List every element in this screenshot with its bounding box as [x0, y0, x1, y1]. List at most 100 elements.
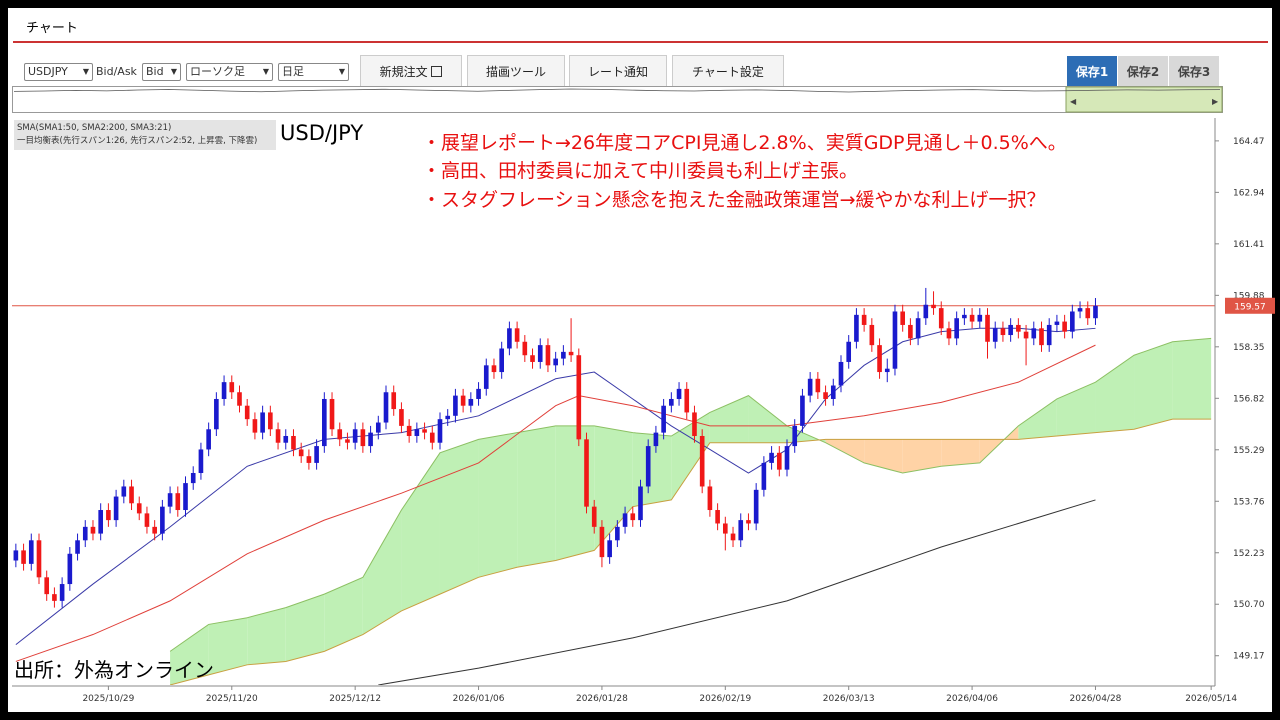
candle-body	[1085, 308, 1091, 319]
candle-body	[160, 506, 165, 534]
candle-body	[761, 462, 767, 490]
candle-body	[884, 368, 890, 373]
candle-body	[530, 355, 535, 362]
candle-body	[406, 425, 412, 436]
candle-body	[113, 496, 119, 521]
candle-body	[52, 594, 57, 601]
candle-body	[152, 526, 157, 534]
candle-body	[669, 398, 674, 406]
cloud-segment	[170, 624, 209, 685]
candle-body	[861, 314, 867, 325]
candle-body	[1016, 324, 1021, 332]
y-tick-label: 153.76	[1233, 497, 1265, 507]
y-tick-label: 150.70	[1233, 600, 1265, 610]
x-tick-label: 2026/04/06	[946, 694, 998, 704]
candle-body	[915, 318, 921, 339]
symbol-select[interactable]: USDJPY	[24, 63, 93, 81]
candle-body	[537, 345, 543, 362]
header-rule	[13, 41, 1268, 43]
x-tick-label: 2026/03/13	[823, 694, 875, 704]
candle-body	[36, 540, 42, 578]
x-tick-label: 2025/10/29	[82, 694, 134, 704]
x-tick-label: 2025/11/20	[206, 694, 258, 704]
candle-body	[214, 398, 219, 430]
candle-body	[445, 415, 451, 420]
candle-body	[190, 473, 196, 484]
candle-body	[815, 378, 821, 393]
candle-body	[576, 355, 582, 440]
candle-body	[699, 435, 705, 487]
candle-body	[692, 412, 697, 436]
cloud-segment	[208, 617, 248, 675]
candle-body	[329, 398, 335, 430]
candle-body	[28, 540, 34, 564]
chart-settings-button[interactable]: チャート設定	[672, 55, 784, 89]
candle-body	[499, 348, 504, 373]
cloud-segment	[285, 594, 325, 662]
interval-select[interactable]: 日足	[278, 63, 349, 81]
plot-area	[12, 118, 1215, 685]
candle-body	[746, 520, 751, 524]
candle-body	[807, 378, 813, 396]
candle-body	[769, 452, 774, 463]
candle-body	[167, 493, 173, 507]
candle-body	[244, 405, 250, 420]
candle-body	[352, 429, 358, 443]
rate-alert-button[interactable]: レート通知	[569, 55, 667, 89]
candle-body	[206, 429, 211, 450]
cloud-segment	[709, 395, 749, 443]
candle-body	[938, 308, 944, 329]
y-tick-label: 164.47	[1233, 137, 1265, 147]
save-tab[interactable]: 保存2	[1118, 56, 1168, 88]
x-tick-label: 2025/12/12	[329, 694, 381, 704]
candle-body	[59, 584, 65, 601]
candle-body	[622, 513, 628, 527]
save-tab[interactable]: 保存1	[1067, 56, 1117, 88]
candle-body	[792, 425, 798, 447]
cloud-segment	[594, 425, 633, 551]
candle-body	[375, 422, 381, 433]
candle-body	[753, 489, 759, 524]
candle-body	[1008, 324, 1013, 336]
cloud-segment	[247, 607, 286, 665]
cloud-segment	[362, 510, 402, 635]
candle-body	[507, 328, 512, 349]
save-tab[interactable]: 保存3	[1169, 56, 1219, 88]
candle-body	[715, 510, 720, 524]
candle-body	[399, 409, 404, 426]
navigator[interactable]: ◀ ▶	[12, 86, 1224, 114]
sma-line	[378, 499, 1096, 685]
cloud-segment	[748, 395, 788, 443]
candle-body	[460, 395, 466, 406]
candle-body	[645, 446, 651, 487]
candle-body	[345, 439, 350, 443]
candle-body	[776, 452, 782, 470]
candle-body	[985, 314, 990, 342]
candle-body	[229, 382, 235, 393]
candle-body	[946, 328, 952, 339]
candle-body	[491, 365, 497, 373]
candle-body	[1023, 331, 1029, 339]
candle-body	[877, 345, 882, 373]
bidask-select[interactable]: Bid	[142, 63, 181, 81]
candle-body	[298, 449, 304, 457]
candle-body	[830, 385, 836, 399]
candle-body	[854, 314, 859, 342]
candle-body	[1046, 324, 1052, 346]
candle-body	[661, 405, 666, 433]
candle-body	[954, 318, 959, 339]
candle-body	[67, 553, 73, 585]
candle-body	[21, 550, 26, 564]
x-tick-label: 2026/01/06	[453, 694, 505, 704]
candle-body	[723, 523, 728, 534]
candle-body	[175, 493, 181, 511]
candle-body	[368, 432, 373, 447]
candle-body	[198, 449, 204, 474]
chart-kind-select[interactable]: ローソク足	[186, 63, 273, 81]
candle-body	[584, 439, 589, 507]
candle-body	[144, 513, 150, 527]
candle-body	[260, 412, 265, 433]
candle-body	[653, 432, 659, 447]
candle-body	[383, 392, 389, 423]
navigator-window[interactable]	[1065, 86, 1223, 113]
